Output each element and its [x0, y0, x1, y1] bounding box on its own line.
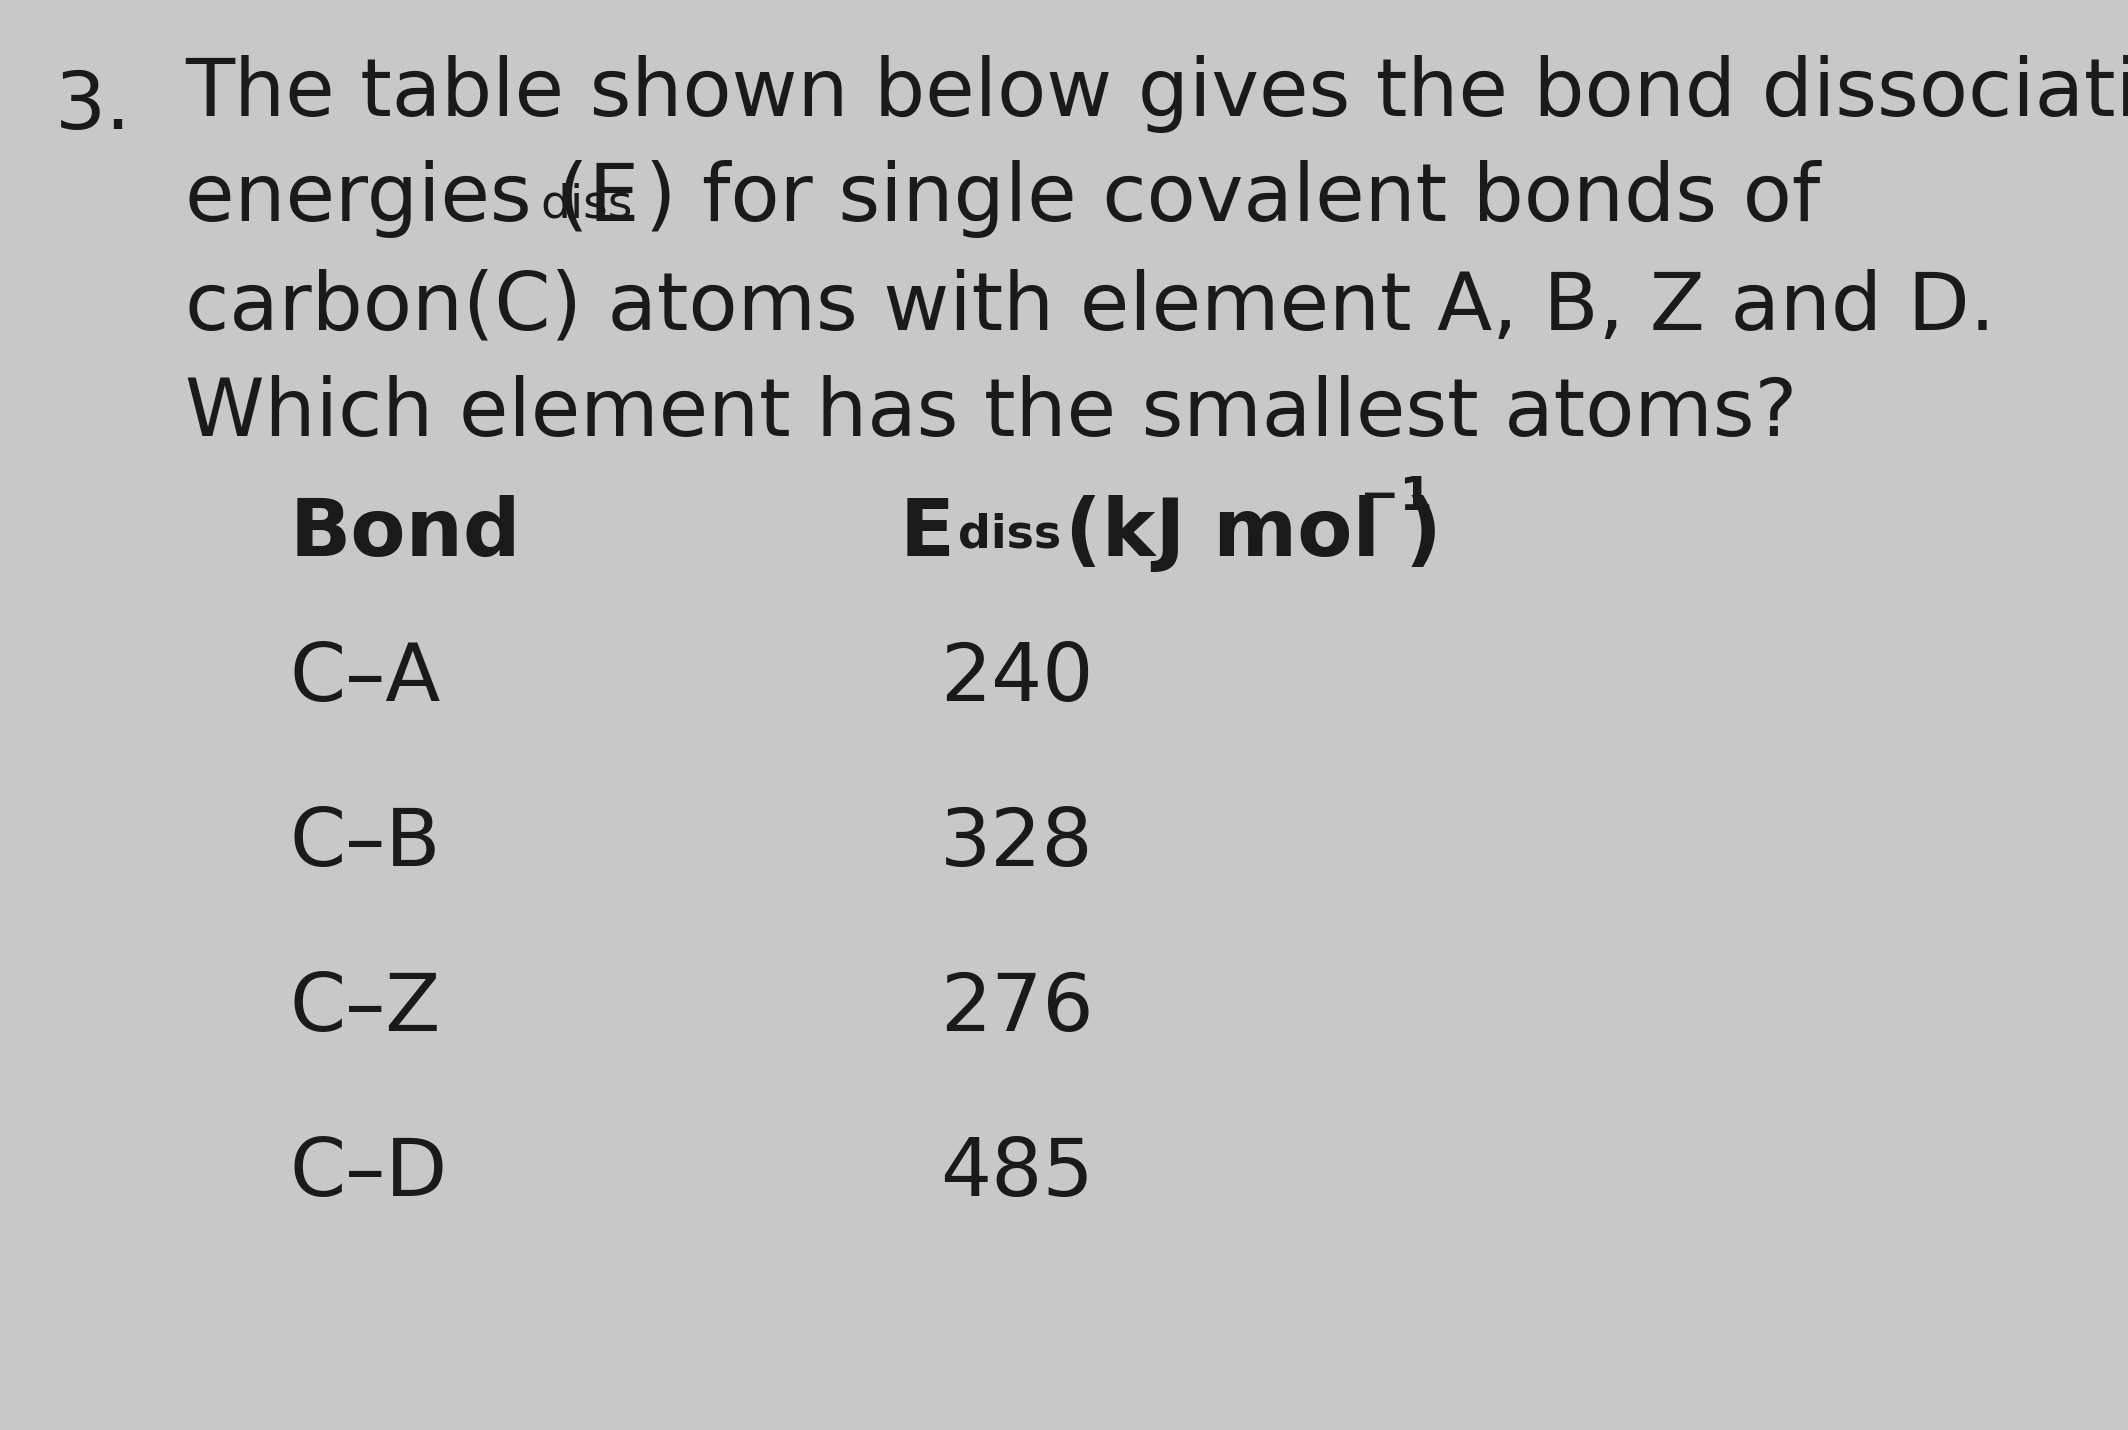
Text: C–Z: C–Z	[289, 970, 440, 1048]
Text: 240: 240	[941, 641, 1094, 718]
Text: Which element has the smallest atoms?: Which element has the smallest atoms?	[185, 375, 1798, 453]
Text: The table shown below gives the bond dissociation: The table shown below gives the bond dis…	[185, 54, 2128, 133]
Text: diss: diss	[958, 513, 1062, 558]
Text: Bond: Bond	[289, 495, 521, 573]
Text: 3.: 3.	[55, 69, 132, 146]
Text: −1: −1	[1360, 475, 1432, 521]
Text: ) for single covalent bonds of: ) for single covalent bonds of	[645, 160, 1819, 237]
Text: 328: 328	[941, 805, 1094, 882]
Text: carbon(C) atoms with element A, B, Z and D.: carbon(C) atoms with element A, B, Z and…	[185, 267, 1996, 346]
Text: (kJ mol: (kJ mol	[1064, 495, 1381, 573]
Text: E: E	[900, 495, 955, 573]
Text: energies (E: energies (E	[185, 160, 641, 237]
Text: C–A: C–A	[289, 641, 440, 718]
Text: diss: diss	[541, 182, 632, 227]
Text: C–D: C–D	[289, 1135, 449, 1213]
Text: 485: 485	[941, 1135, 1094, 1213]
Text: C–B: C–B	[289, 805, 440, 882]
Text: 276: 276	[941, 970, 1094, 1048]
Text: ): )	[1404, 495, 1443, 573]
